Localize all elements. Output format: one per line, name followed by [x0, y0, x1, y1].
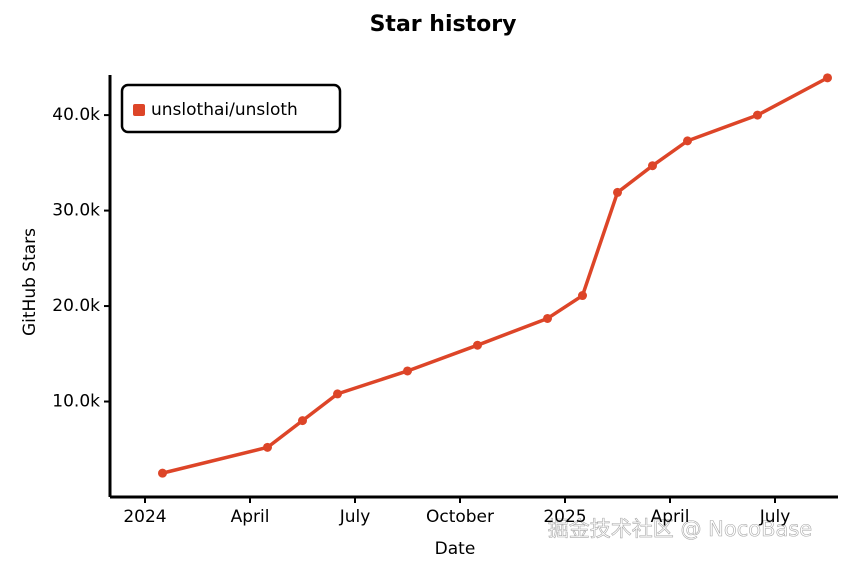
data-point [333, 389, 342, 399]
data-point [648, 161, 657, 171]
data-point [263, 442, 272, 452]
data-point [683, 136, 692, 146]
x-tick-label: July [339, 507, 371, 527]
x-axis-label: Date [435, 539, 476, 559]
legend-box [120, 83, 342, 134]
x-tick-label: April [231, 507, 270, 527]
x-tick-label: 2024 [123, 507, 166, 527]
legend-swatch [133, 104, 145, 116]
y-tick-label: 40.0k [52, 105, 100, 125]
data-point [473, 340, 482, 350]
data-point [613, 187, 622, 197]
data-point [823, 73, 832, 83]
watermark: 掘金技术社区 @ NocoBase [548, 517, 812, 541]
y-tick-label: 20.0k [52, 296, 100, 316]
legend-label: unslothai/unsloth [151, 100, 298, 120]
x-tick-label: October [426, 507, 494, 527]
x-tick-label: April [651, 507, 690, 527]
data-point [753, 110, 762, 120]
y-tick-label: 30.0k [52, 201, 100, 221]
chart-title: Star history [370, 12, 517, 37]
y-axis-label: GitHub Stars [20, 228, 40, 336]
data-point [403, 366, 412, 376]
y-tick-label: 10.0k [52, 392, 100, 412]
data-point [543, 313, 552, 323]
data-point [578, 291, 587, 301]
x-tick-label: July [759, 507, 791, 527]
series-line [162, 76, 829, 475]
data-point [158, 468, 167, 478]
x-tick-label: 2025 [543, 507, 586, 527]
data-point [298, 416, 307, 426]
